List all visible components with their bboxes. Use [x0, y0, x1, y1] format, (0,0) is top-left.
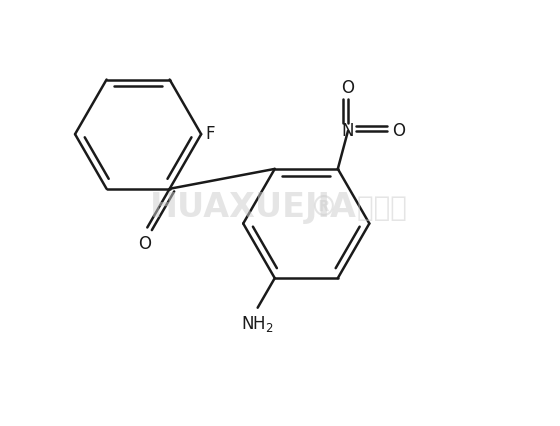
Text: O: O [138, 235, 151, 253]
Text: O: O [391, 122, 405, 140]
Text: HUAXUEJIA: HUAXUEJIA [150, 191, 357, 224]
Text: F: F [206, 125, 215, 143]
Text: NH$_2$: NH$_2$ [241, 314, 274, 334]
Text: ®  化学加: ® 化学加 [310, 194, 407, 222]
Text: N: N [342, 122, 354, 140]
Text: O: O [342, 79, 354, 97]
